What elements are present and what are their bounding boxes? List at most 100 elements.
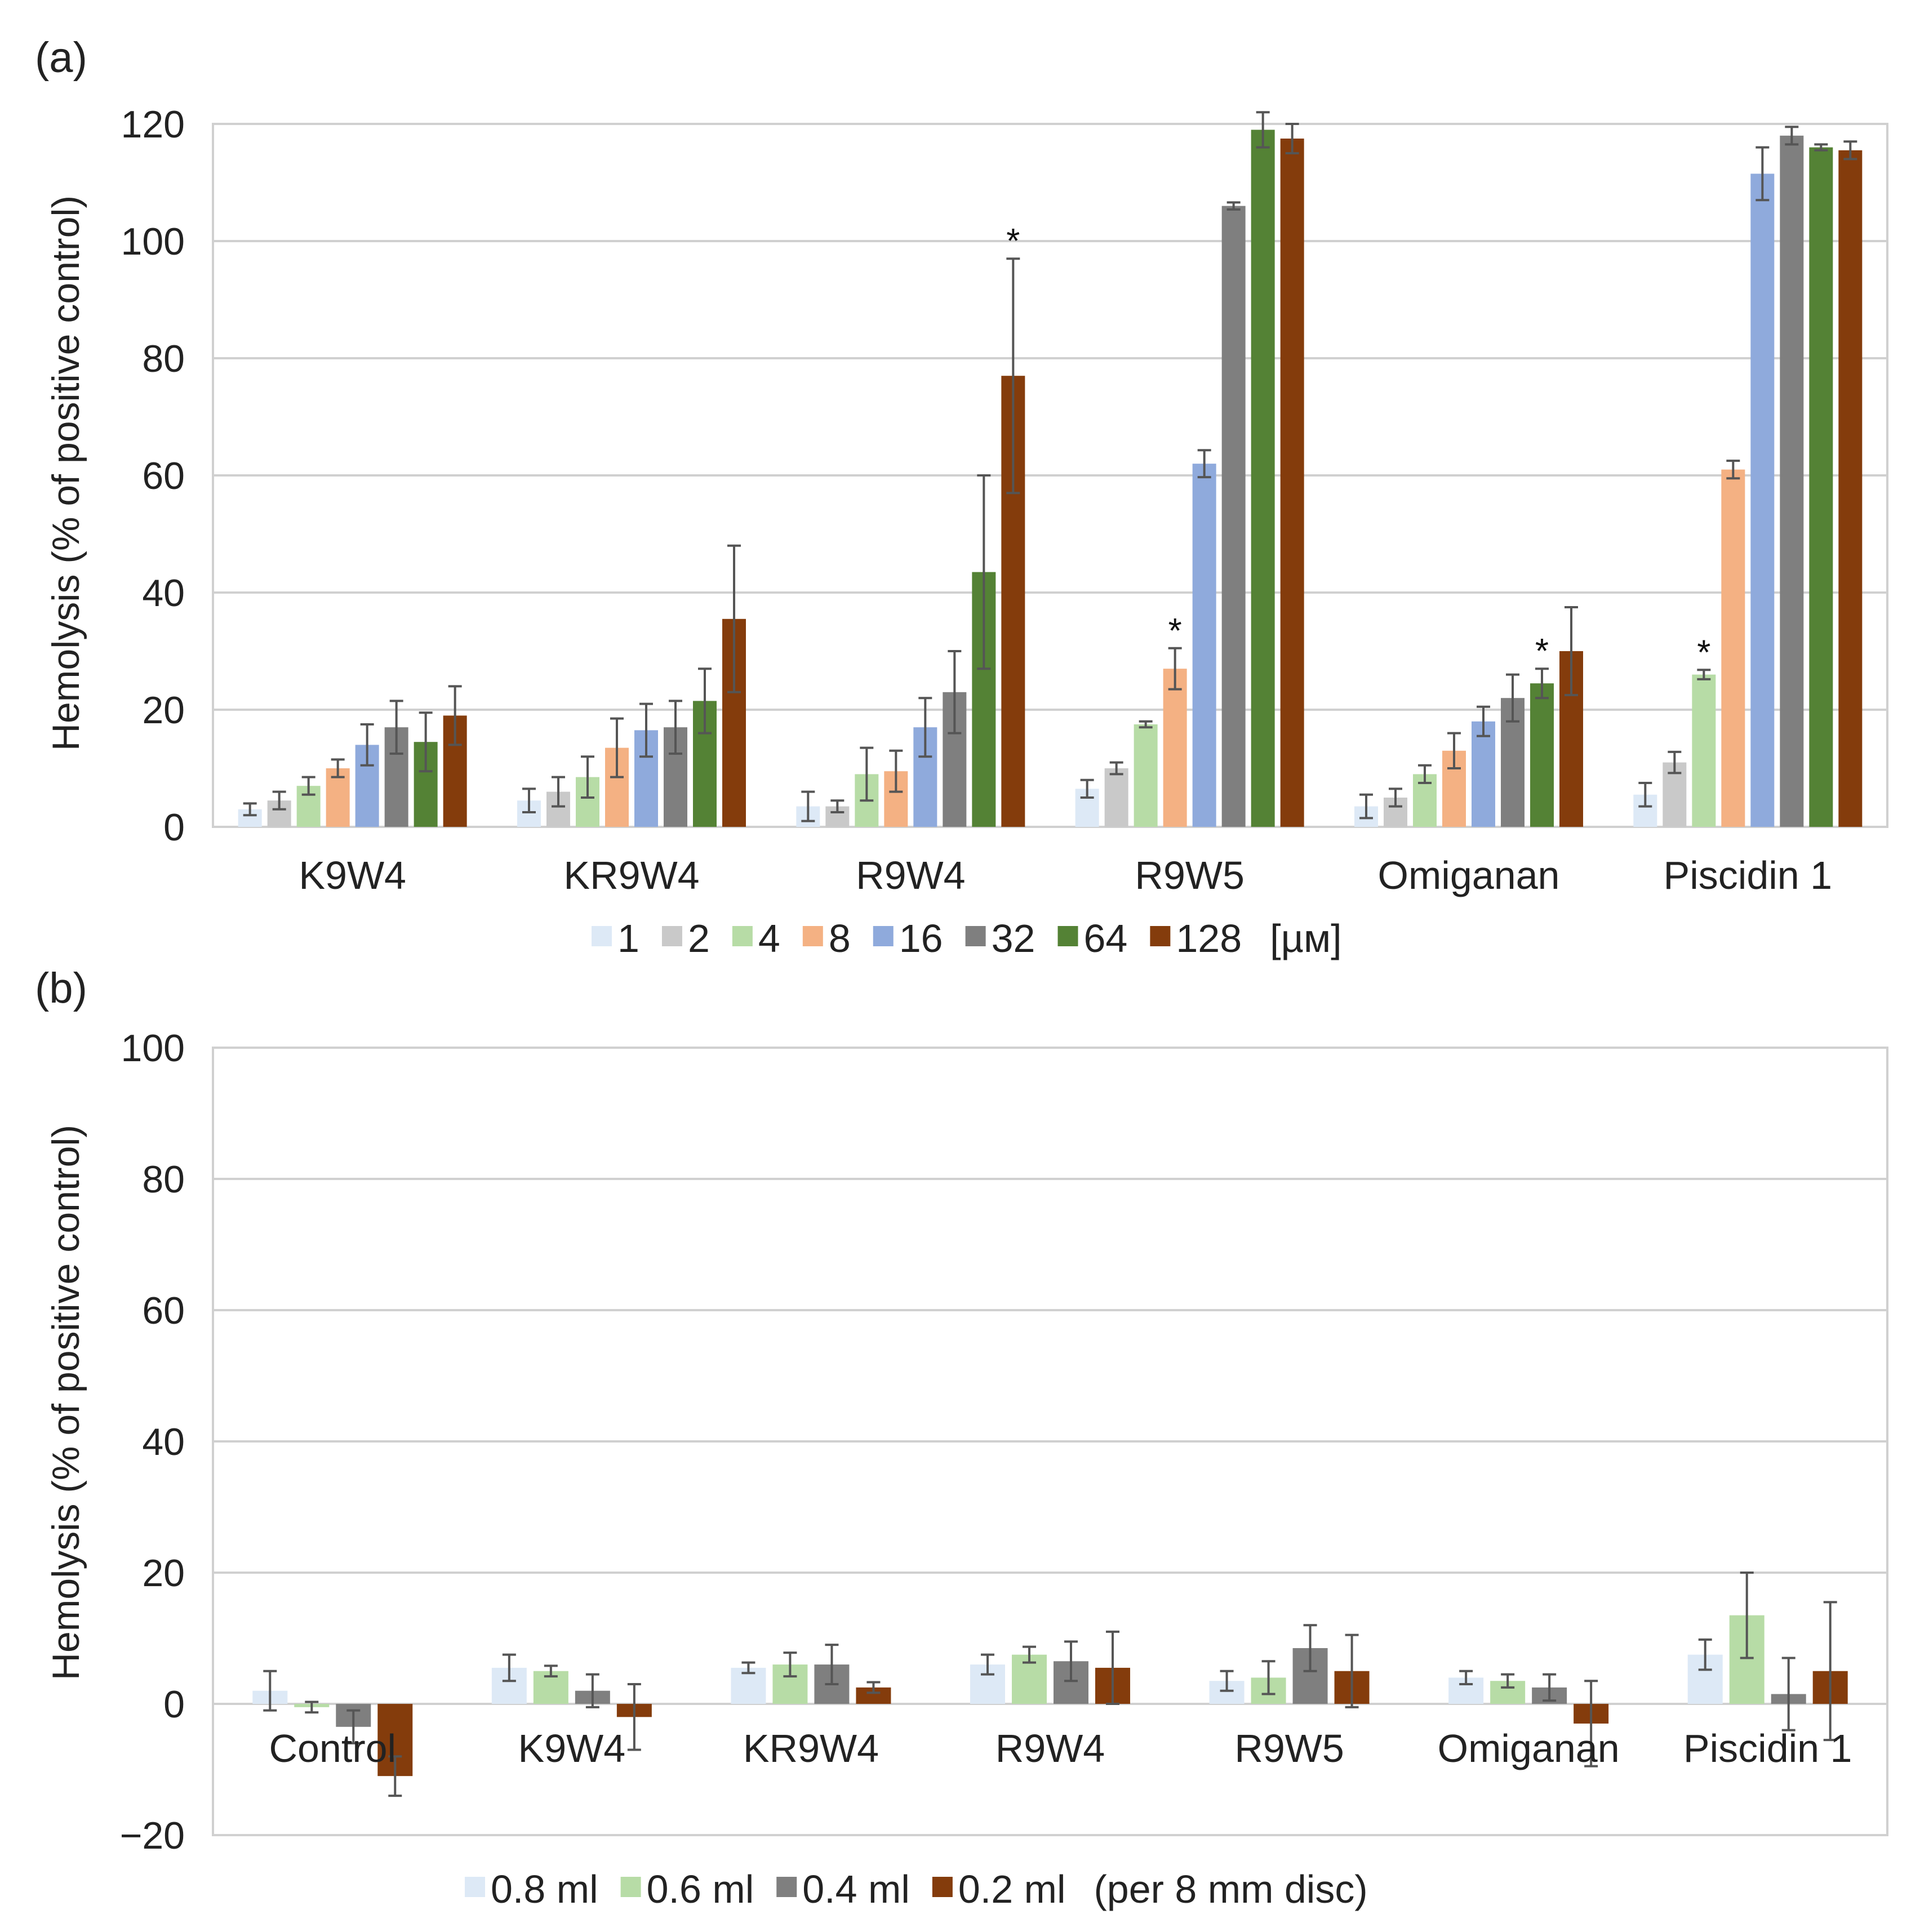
legend-swatch-b-0-8-ml (465, 1877, 485, 1897)
error-bar-a-kr9w4-1 (522, 787, 536, 813)
legend-unit-b: (per 8 mm disc) (1094, 1867, 1368, 1911)
error-bar-b-k9w4-0-6-ml (544, 1664, 558, 1678)
error-bar-a-r9w5-128 (1285, 123, 1299, 154)
x-tick-label-b-kr9w4: KR9W4 (743, 1726, 879, 1770)
significance-marker-a-0: * (1006, 222, 1020, 261)
error-bars-a (243, 111, 1857, 822)
legend-label-a-1: 1 (617, 916, 639, 960)
error-bar-a-k9w4-128 (448, 685, 462, 746)
x-tick-label-a-k9w4: K9W4 (299, 853, 406, 897)
bar-a-omiganan-64 (1530, 683, 1554, 827)
error-bar-a-k9w4-4 (301, 776, 315, 796)
error-bar-a-kr9w4-16 (639, 702, 653, 758)
annotations-a: * * * * (1006, 222, 1710, 672)
legend-swatch-a-64 (1057, 926, 1078, 946)
error-bar-a-piscidin-1-64 (1814, 143, 1828, 152)
error-bar-a-omiganan-32 (1506, 673, 1519, 723)
significance-marker-a-3: * (1697, 633, 1710, 672)
gridlines-a (212, 123, 1888, 828)
error-bar-b-control-0-4-ml (346, 1709, 361, 1744)
error-bar-b-piscidin-1-0-2-ml (1823, 1601, 1837, 1742)
bar-a-r9w5-8 (1163, 669, 1187, 827)
error-bar-a-omiganan-16 (1477, 705, 1490, 737)
error-bar-a-r9w5-8 (1168, 647, 1182, 691)
x-tick-label-b-omiganan: Omiganan (1438, 1726, 1620, 1770)
y-tick-label-a-6: 120 (121, 103, 185, 146)
error-bar-b-omiganan-0-6-ml (1501, 1673, 1515, 1689)
y-tick-label-b-0: −20 (120, 1814, 185, 1857)
error-bar-b-r9w4-0-2-ml (1106, 1630, 1119, 1705)
error-bar-b-r9w5-0-2-ml (1345, 1633, 1359, 1708)
error-bar-a-omiganan-4 (1418, 764, 1432, 784)
x-tick-label-a-omiganan: Omiganan (1378, 853, 1560, 897)
error-bar-b-k9w4-0-8-ml (502, 1653, 516, 1682)
error-bar-b-r9w5-0-6-ml (1261, 1660, 1275, 1695)
x-tick-label-a-kr9w4: KR9W4 (563, 853, 699, 897)
error-bar-a-omiganan-2 (1389, 787, 1402, 808)
bar-a-r9w5-128 (1280, 139, 1304, 827)
y-tick-label-b-1: 0 (163, 1683, 185, 1726)
legend-label-a-8: 8 (829, 916, 851, 960)
error-bar-b-r9w5-0-4-ml (1303, 1624, 1317, 1672)
y-axis-label-a: Hemolysis (% of positive control) (45, 195, 87, 751)
error-bar-a-omiganan-64 (1535, 667, 1549, 700)
error-bar-a-kr9w4-64 (698, 667, 712, 734)
bar-a-piscidin-1-4 (1692, 674, 1716, 827)
bar-a-r9w5-32 (1221, 206, 1246, 827)
significance-marker-a-2: * (1535, 632, 1549, 671)
y-tick-label-a-2: 40 (142, 572, 185, 615)
error-bar-b-r9w5-0-8-ml (1220, 1670, 1234, 1692)
error-bar-b-piscidin-1-0-4-ml (1781, 1657, 1795, 1731)
legend-swatch-a-4 (732, 926, 753, 946)
error-bar-a-r9w4-4 (860, 746, 874, 802)
error-bar-a-kr9w4-4 (581, 755, 594, 799)
error-bar-a-omiganan-8 (1447, 732, 1461, 769)
y-tick-label-b-6: 100 (121, 1027, 185, 1070)
legend-label-a-16: 16 (899, 916, 943, 960)
y-tick-label-b-4: 60 (142, 1289, 185, 1332)
error-bar-b-omiganan-0-2-ml (1584, 1680, 1598, 1768)
y-tick-label-a-3: 60 (142, 455, 185, 497)
legend-swatch-a-1 (592, 926, 612, 946)
x-tick-label-b-control: Control (269, 1726, 396, 1770)
legend-swatch-b-0-2-ml (932, 1877, 953, 1897)
error-bar-b-omiganan-0-4-ml (1543, 1673, 1557, 1702)
bar-a-omiganan-16 (1472, 721, 1495, 827)
error-bar-a-k9w4-8 (331, 758, 345, 778)
error-bar-a-r9w4-16 (918, 697, 932, 758)
error-bar-b-r9w4-0-4-ml (1064, 1640, 1078, 1682)
error-bar-b-control-0-6-ml (305, 1700, 319, 1714)
legend-label-a-64: 64 (1084, 916, 1128, 960)
error-bar-a-omiganan-1 (1359, 793, 1373, 820)
y-tick-label-a-1: 20 (142, 689, 185, 732)
error-bar-a-piscidin-1-32 (1785, 126, 1799, 146)
y-tick-label-a-4: 80 (142, 337, 185, 380)
legend-label-b-0-6-ml: 0.6 ml (647, 1867, 754, 1911)
error-bar-b-r9w4-0-8-ml (981, 1653, 994, 1676)
legend-swatch-a-8 (802, 926, 823, 946)
y-ticks-a: 0 20 40 60 80 100 120 (121, 103, 185, 849)
legend-label-b-0-2-ml: 0.2 ml (958, 1867, 1066, 1911)
error-bar-a-kr9w4-128 (727, 544, 741, 693)
bar-a-piscidin-1-8 (1721, 469, 1745, 827)
error-bar-b-piscidin-1-0-6-ml (1740, 1572, 1754, 1659)
legend-swatch-a-128 (1150, 926, 1171, 946)
legend-label-a-4: 4 (758, 916, 780, 960)
legend-unit-a: [µм] (1270, 916, 1341, 960)
bar-a-piscidin-1-16 (1750, 173, 1775, 827)
error-bar-a-r9w4-64 (977, 474, 991, 670)
error-bar-a-kr9w4-32 (669, 700, 682, 755)
x-tick-label-b-k9w4: K9W4 (518, 1726, 626, 1770)
error-bar-a-r9w5-4 (1139, 720, 1153, 729)
error-bar-a-kr9w4-8 (610, 717, 624, 778)
y-ticks-b: −20 0 20 40 60 80 100 (120, 1027, 185, 1857)
x-tick-label-b-r9w4: R9W4 (995, 1726, 1105, 1770)
error-bar-b-control-0-8-ml (263, 1670, 277, 1712)
legend-a: 1 2 4 8 16 32 64 128 [µм] (592, 916, 1342, 960)
x-ticks-b: Control K9W4 KR9W4 R9W4 R9W5 Omiganan Piscidin… (269, 1726, 1852, 1770)
bar-a-piscidin-1-64 (1809, 147, 1833, 827)
bar-a-r9w5-64 (1251, 130, 1275, 827)
panel-label-b: (b) (35, 964, 87, 1012)
error-bars-b (263, 1572, 1837, 1797)
error-bar-a-r9w4-8 (889, 749, 903, 793)
